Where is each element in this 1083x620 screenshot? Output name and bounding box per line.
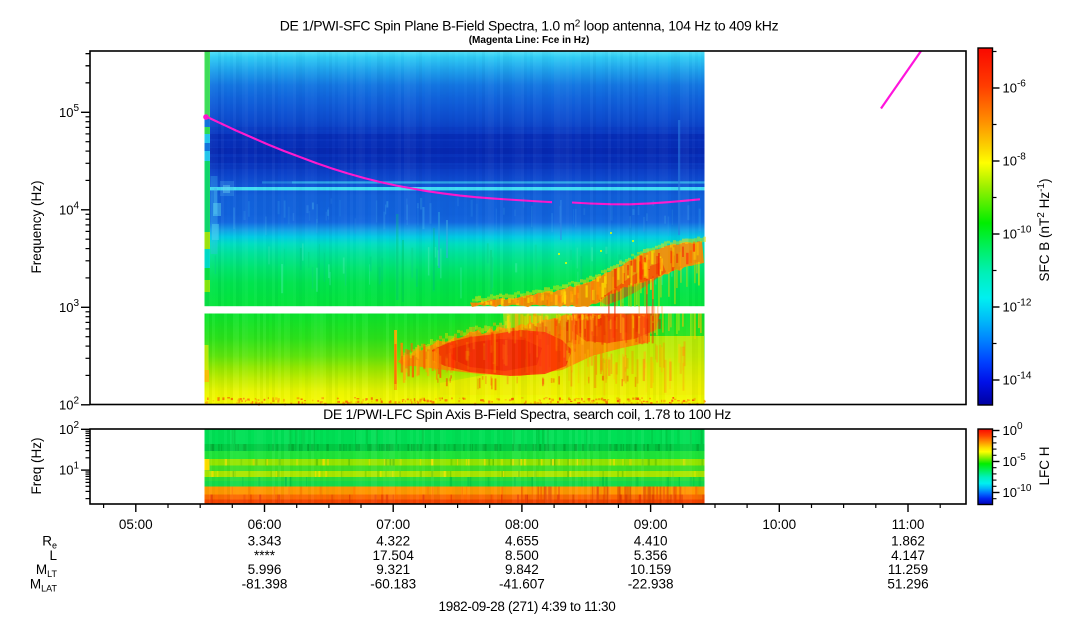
svg-text:L: L — [49, 548, 57, 563]
svg-text:9.321: 9.321 — [376, 562, 410, 577]
svg-text:5.356: 5.356 — [634, 548, 668, 563]
svg-text:5.996: 5.996 — [248, 562, 282, 577]
svg-text:11.259: 11.259 — [888, 562, 928, 577]
svg-text:51.296: 51.296 — [887, 577, 928, 592]
svg-text:Frequency (Hz): Frequency (Hz) — [29, 180, 44, 273]
svg-text:-81.398: -81.398 — [242, 577, 288, 592]
svg-text:4.655: 4.655 — [505, 534, 539, 549]
svg-text:9.842: 9.842 — [505, 562, 539, 577]
svg-text:-22.938: -22.938 — [628, 577, 674, 592]
svg-text:07:00: 07:00 — [376, 517, 410, 532]
svg-text:DE 1/PWI-SFC Spin Plane B-Fie: DE 1/PWI-SFC Spin Plane B-Field Spectra,… — [280, 18, 779, 34]
svg-text:-60.183: -60.183 — [370, 577, 416, 592]
svg-text:4.410: 4.410 — [634, 534, 668, 549]
svg-text:10.159: 10.159 — [630, 562, 671, 577]
svg-text:(Magenta Line: Fce in Hz): (Magenta Line: Fce in Hz) — [469, 35, 590, 46]
svg-text:4.322: 4.322 — [376, 534, 410, 549]
svg-text:10:00: 10:00 — [762, 517, 796, 532]
svg-text:05:00: 05:00 — [119, 517, 153, 532]
svg-text:-41.607: -41.607 — [499, 577, 545, 592]
svg-text:SFC B (nT2 Hz-1): SFC B (nT2 Hz-1) — [1036, 179, 1052, 282]
svg-text:LFC H: LFC H — [1037, 446, 1052, 485]
svg-text:3.343: 3.343 — [248, 534, 282, 549]
svg-text:1982-09-28 (271) 4:39 to 11:30: 1982-09-28 (271) 4:39 to 11:30 — [439, 599, 616, 614]
svg-text:DE 1/PWI-LFC Spin Axis B-Fiel: DE 1/PWI-LFC Spin Axis B-Field Spectra, … — [323, 406, 731, 422]
svg-text:1.862: 1.862 — [891, 534, 925, 549]
svg-text:09:00: 09:00 — [634, 517, 668, 532]
svg-text:****: **** — [254, 548, 276, 563]
svg-text:8.500: 8.500 — [505, 548, 539, 563]
svg-text:11:00: 11:00 — [892, 517, 925, 532]
svg-text:06:00: 06:00 — [248, 517, 282, 532]
svg-text:08:00: 08:00 — [505, 517, 539, 532]
svg-text:17.504: 17.504 — [373, 548, 415, 563]
svg-text:4.147: 4.147 — [891, 548, 925, 563]
svg-text:Freq (Hz): Freq (Hz) — [29, 438, 44, 495]
